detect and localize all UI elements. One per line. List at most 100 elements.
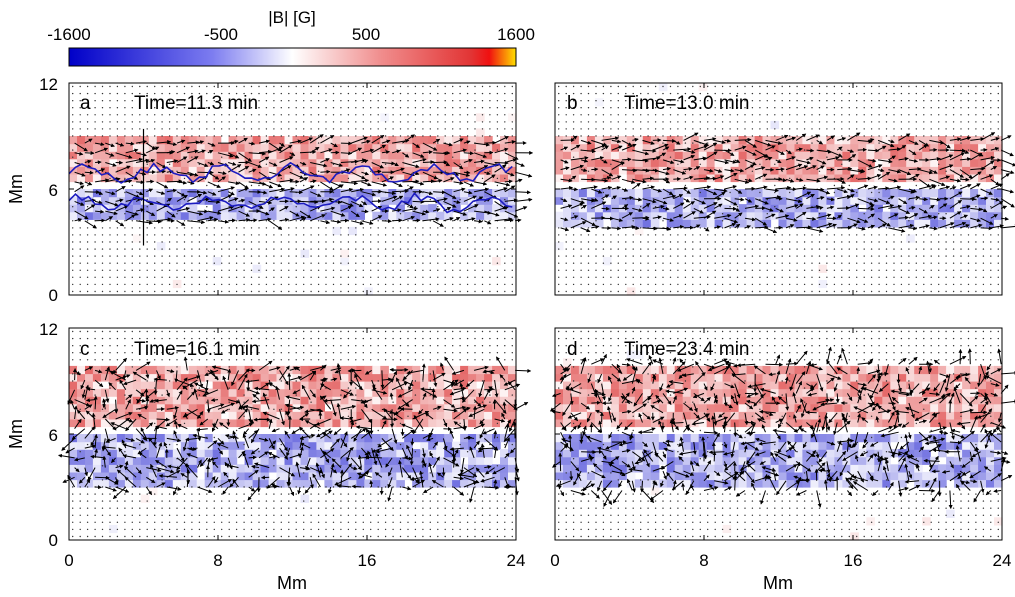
grid-dot (265, 290, 268, 293)
grid-dot (707, 269, 709, 271)
grid-dot (124, 220, 126, 222)
grid-dot (945, 121, 947, 123)
velocity-arrow (146, 200, 154, 205)
heatmap-cell (555, 166, 564, 175)
heatmap-cell (444, 196, 453, 205)
heatmap-cell (228, 166, 238, 175)
velocity-arrow (125, 171, 139, 180)
grid-dot (856, 269, 858, 271)
grid-dot (803, 276, 806, 278)
grid-dot (654, 248, 657, 250)
grid-dot (662, 241, 664, 243)
grid-dot (325, 234, 327, 236)
heatmap-cell (220, 143, 230, 152)
velocity-arrow (125, 179, 133, 184)
velocity-arrow (857, 184, 869, 190)
grid-dot (273, 114, 275, 116)
grid-dot (863, 255, 865, 257)
heatmap-cell (722, 151, 732, 160)
grid-dot (250, 255, 253, 257)
heatmap-cell (252, 166, 262, 175)
velocity-arrow (1000, 159, 1015, 167)
grid-dot (489, 107, 491, 109)
grid-dot (79, 227, 81, 229)
grid-dot (139, 262, 141, 264)
grid-dot (288, 92, 290, 95)
grid-dot (191, 135, 193, 137)
velocity-arrow (279, 156, 294, 163)
grid-dot (789, 114, 791, 116)
grid-dot (161, 283, 163, 286)
heatmap-cell (92, 151, 102, 160)
grid-dot (347, 227, 350, 229)
heatmap-cell (690, 173, 700, 183)
grid-dot (191, 276, 193, 278)
grid-dot (466, 114, 469, 116)
velocity-arrow (74, 210, 89, 220)
grid-dot (677, 241, 679, 243)
grid-dot (565, 234, 567, 236)
grid-dot (131, 92, 133, 95)
grid-dot (945, 114, 947, 116)
grid-dot (332, 262, 335, 264)
heatmap-cell (100, 158, 110, 167)
heatmap-cell (188, 143, 198, 152)
grid-dot (967, 107, 970, 109)
velocity-arrow (248, 200, 264, 209)
grid-dot (938, 248, 940, 250)
grid-dot (86, 283, 89, 286)
grid-dot (684, 128, 687, 130)
heatmap-cell (348, 143, 357, 152)
heatmap-cell (834, 219, 843, 228)
grid-dot (811, 121, 813, 123)
grid-dot (452, 156, 454, 158)
grid-dot (273, 241, 275, 243)
grid-dot (833, 269, 836, 271)
grid-dot (870, 121, 873, 123)
grid-dot (781, 85, 783, 88)
grid-dot (496, 262, 499, 264)
grid-dot (273, 248, 275, 250)
heatmap-cell (276, 151, 286, 160)
grid-dot (332, 276, 335, 278)
grid-dot (414, 241, 417, 243)
grid-dot (692, 85, 694, 88)
velocity-arrow (970, 183, 981, 190)
velocity-arrow (371, 134, 385, 144)
heatmap-cell (148, 487, 158, 496)
velocity-arrow (105, 162, 117, 167)
heatmap-cell (962, 189, 971, 198)
grid-dot (960, 290, 962, 293)
heatmap-cell (594, 136, 604, 145)
grid-dot (265, 227, 268, 229)
heatmap-cell (276, 456, 286, 465)
grid-dot (781, 107, 783, 109)
grid-dot (781, 262, 783, 264)
grid-dot (684, 135, 687, 137)
grid-dot (826, 100, 828, 102)
grid-dot (355, 290, 357, 293)
grid-dot (459, 276, 461, 278)
grid-dot (677, 255, 679, 257)
velocity-arrow (473, 152, 488, 158)
grid-dot (407, 206, 409, 208)
grid-dot (429, 283, 431, 286)
velocity-arrow (228, 218, 237, 223)
heatmap-cell (610, 189, 620, 198)
heatmap-cell (364, 166, 373, 175)
velocity-arrow (156, 217, 172, 222)
velocity-arrow (857, 147, 867, 152)
grid-dot (191, 255, 193, 257)
grid-dot (826, 283, 828, 286)
velocity-arrow (176, 194, 188, 202)
velocity-arrow (381, 150, 391, 155)
grid-dot (945, 85, 947, 88)
velocity-arrow (258, 149, 273, 154)
grid-dot (243, 276, 245, 278)
grid-dot (481, 276, 484, 278)
heatmap-cell (508, 173, 517, 183)
grid-dot (572, 213, 575, 215)
grid-dot (191, 121, 193, 123)
grid-dot (109, 100, 111, 102)
grid-dot (684, 121, 687, 123)
